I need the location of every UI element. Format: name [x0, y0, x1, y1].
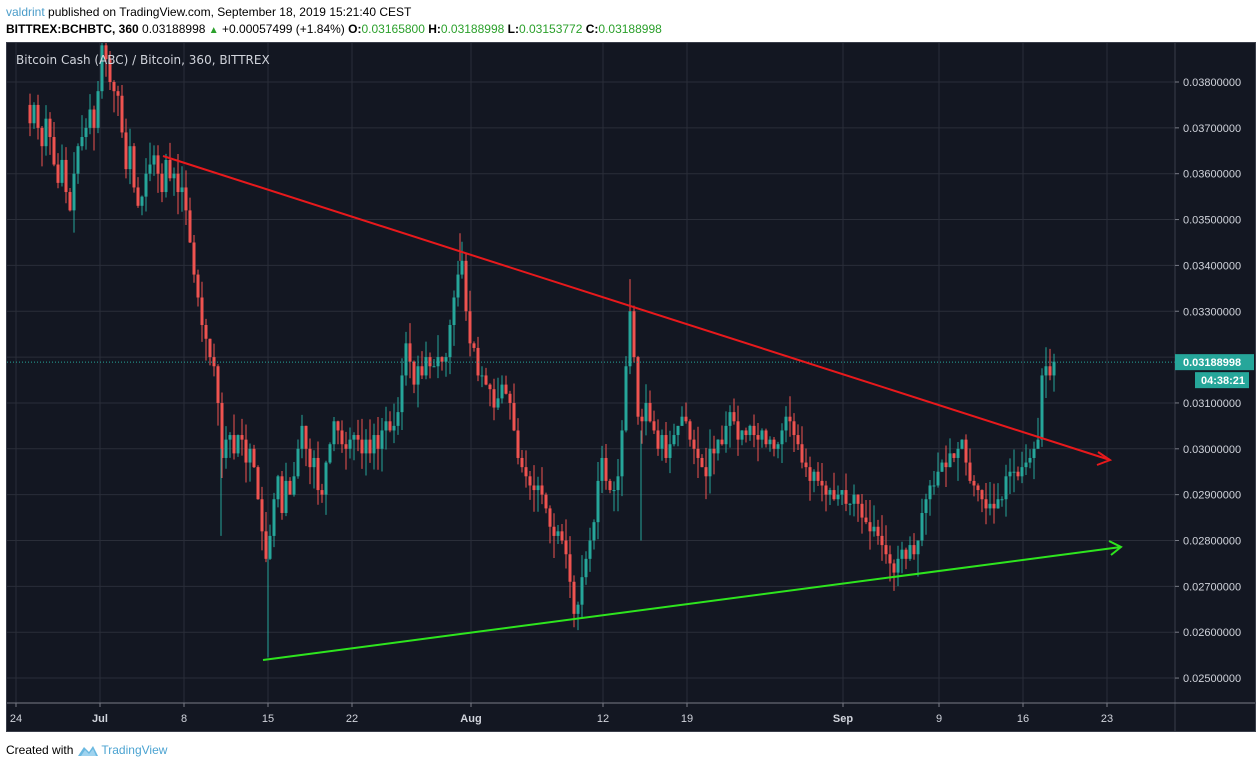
time-tick-label: 9 [936, 713, 942, 725]
price-change: +0.00057499 (+1.84%) [222, 22, 345, 36]
close-value: 0.03188998 [598, 22, 662, 36]
price-tick-label: 0.03600000 [1183, 169, 1241, 181]
time-tick-label: 23 [1101, 713, 1113, 725]
current-price-label: 0.03188998 [1183, 357, 1241, 369]
created-with-text: Created with [6, 743, 74, 757]
time-tick-label: 12 [597, 713, 609, 725]
series-legend-title: Bitcoin Cash (ABC) / Bitcoin, 360, BITTR… [16, 53, 270, 67]
resistance-arrow-icon [1096, 451, 1113, 466]
time-tick-label: 22 [346, 713, 358, 725]
author-link[interactable]: valdrint [6, 5, 45, 19]
open-value: 0.03165800 [361, 22, 425, 36]
low-label: L: [507, 22, 519, 36]
price-tick-label: 0.03800000 [1183, 77, 1241, 89]
open-label: O: [348, 22, 362, 36]
time-tick-label: 24 [10, 713, 22, 725]
up-arrow-icon: ▲ [208, 25, 219, 36]
time-tick-label: 15 [262, 713, 274, 725]
price-tick-label: 0.02600000 [1183, 627, 1241, 639]
time-tick-label: 8 [181, 713, 187, 725]
low-value: 0.03153772 [518, 22, 583, 36]
price-tick-label: 0.02800000 [1183, 536, 1241, 548]
bar-countdown-label: 04:38:21 [1201, 375, 1245, 387]
time-tick-label: 16 [1017, 713, 1029, 725]
time-tick-label: Jul [92, 713, 108, 725]
price-tick-label: 0.02500000 [1183, 673, 1241, 685]
resistance-trendline[interactable] [162, 155, 1111, 461]
published-text: published on TradingView.com, September … [44, 5, 412, 19]
close-label: C: [585, 22, 599, 36]
price-tick-label: 0.02900000 [1183, 490, 1241, 502]
publish-info: valdrint published on TradingView.com, S… [6, 5, 411, 19]
footer: Created with TradingView [6, 743, 167, 757]
price-tick-label: 0.03400000 [1183, 260, 1241, 272]
price-tick-label: 0.03000000 [1183, 444, 1241, 456]
countdown-badge [1195, 372, 1249, 389]
candlestick-chart[interactable]: 0.03800000 0.03700000 0.03600000 0.03500000… [0, 0, 1260, 740]
price-tick-label: 0.03700000 [1183, 123, 1241, 135]
last-price: 0.03188998 [142, 22, 206, 36]
time-tick-label: Sep [833, 713, 853, 725]
support-arrow-icon [1108, 540, 1123, 556]
current-price-badge [1175, 354, 1254, 371]
price-tick-label: 0.03100000 [1183, 398, 1241, 410]
candles [28, 43, 1056, 658]
tradingview-link[interactable]: TradingView [77, 743, 167, 757]
time-tick-label: 19 [681, 713, 693, 725]
high-value: 0.03188998 [440, 22, 505, 36]
price-tick-label: 0.02700000 [1183, 581, 1241, 593]
chart-frame[interactable] [6, 42, 1256, 732]
time-tick-label: Aug [460, 713, 481, 725]
tradingview-logo-icon [78, 746, 99, 756]
symbol-label: BITTREX:BCHBTC, 360 [6, 22, 139, 36]
price-tick-label: 0.03300000 [1183, 306, 1241, 318]
high-label: H: [428, 22, 441, 36]
symbol-ohlc-bar: BITTREX:BCHBTC, 360 0.03188998 ▲ +0.0005… [6, 22, 662, 38]
tradingview-brand-text: TradingView [101, 743, 168, 757]
price-tick-label: 0.03500000 [1183, 215, 1241, 227]
support-trendline[interactable] [262, 546, 1122, 661]
